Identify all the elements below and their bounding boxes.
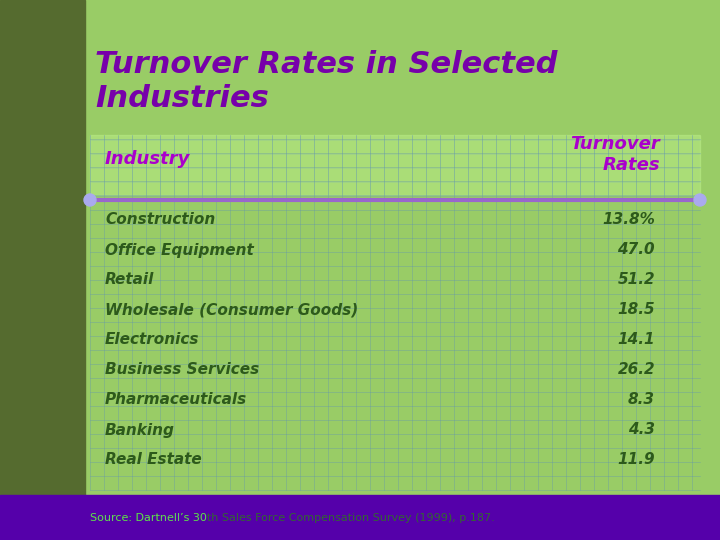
Text: Turnover Rates in Selected
Industries: Turnover Rates in Selected Industries <box>95 50 557 113</box>
Text: Source: Dartnell’s 30th Sales Force Compensation Survey (1999), p.187.: Source: Dartnell’s 30th Sales Force Comp… <box>90 513 495 523</box>
Text: Real Estate: Real Estate <box>105 453 202 468</box>
Text: 4.3: 4.3 <box>628 422 655 437</box>
Text: Business Services: Business Services <box>105 362 259 377</box>
Text: 51.2: 51.2 <box>617 273 655 287</box>
Bar <box>0 0 85 540</box>
Text: Office Equipment: Office Equipment <box>105 242 253 258</box>
Text: 26.2: 26.2 <box>617 362 655 377</box>
Text: 47.0: 47.0 <box>617 242 655 258</box>
Text: Source: Dartnell’s 30: Source: Dartnell’s 30 <box>90 513 207 523</box>
Text: 13.8%: 13.8% <box>602 213 655 227</box>
Text: Pharmaceuticals: Pharmaceuticals <box>105 393 247 408</box>
Text: Industry: Industry <box>105 150 190 168</box>
Bar <box>90 135 700 195</box>
Text: Banking: Banking <box>105 422 175 437</box>
Text: 11.9: 11.9 <box>617 453 655 468</box>
Text: Wholesale (Consumer Goods): Wholesale (Consumer Goods) <box>105 302 359 318</box>
Bar <box>0 495 720 540</box>
Circle shape <box>84 194 96 206</box>
Text: 8.3: 8.3 <box>628 393 655 408</box>
Text: Electronics: Electronics <box>105 333 199 348</box>
Circle shape <box>694 194 706 206</box>
Text: Turnover
Rates: Turnover Rates <box>570 135 660 174</box>
Text: Construction: Construction <box>105 213 215 227</box>
Text: Retail: Retail <box>105 273 154 287</box>
Text: 14.1: 14.1 <box>617 333 655 348</box>
Text: 18.5: 18.5 <box>617 302 655 318</box>
